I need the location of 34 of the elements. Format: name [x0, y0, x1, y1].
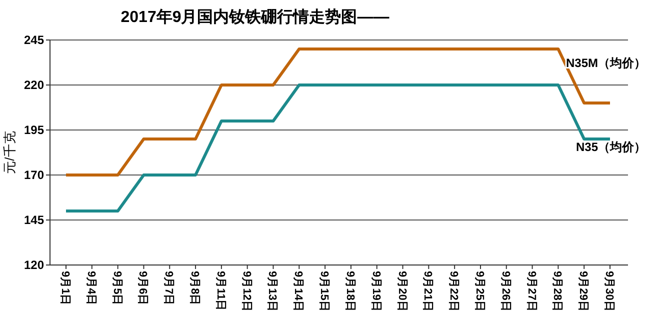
- x-tick-label: 9月22日: [448, 271, 460, 312]
- y-tick-label: 120: [24, 258, 44, 272]
- x-tick-label: 9月15日: [318, 271, 330, 312]
- x-tick-label: 9月14日: [292, 271, 304, 312]
- x-tick-label: 9月19日: [370, 271, 382, 312]
- x-tick-label: 9月11日: [214, 271, 226, 311]
- x-tick-label: 9月5日: [110, 271, 123, 306]
- x-tick-label: 9月20日: [396, 271, 408, 312]
- y-tick-label: 195: [24, 123, 44, 137]
- x-tick-label: 9月18日: [344, 271, 356, 312]
- x-tick-label: 9月26日: [499, 271, 512, 312]
- y-tick-label: 145: [24, 213, 44, 227]
- x-tick-label: 9月12日: [240, 271, 252, 312]
- chart-title: 2017年9月国内钕铁硼行情走势图——: [120, 8, 390, 26]
- x-tick-label: 9月27日: [525, 271, 538, 312]
- x-tick-label: 9月30日: [603, 271, 615, 312]
- x-tick-label: 9月8日: [188, 271, 201, 306]
- y-tick-label: 220: [24, 78, 44, 92]
- x-tick-label: 9月1日: [59, 271, 71, 306]
- x-tick-label: 9月25日: [473, 271, 486, 312]
- x-tick-label: 9月13日: [266, 271, 278, 312]
- x-tick-label: 9月4日: [84, 271, 97, 306]
- x-tick-label: 9月21日: [422, 271, 434, 312]
- line-series: [64, 48, 612, 176]
- x-tick-label: 9月29日: [577, 271, 590, 312]
- y-axis-title: 元/千克: [2, 131, 17, 174]
- series-label: N35M（均价）: [566, 56, 646, 70]
- x-tick-label: 9月6日: [136, 271, 149, 306]
- x-tick-label: 9月7日: [162, 271, 175, 306]
- series-label: N35（均价）: [576, 140, 646, 154]
- line-series: [64, 84, 612, 212]
- x-tick-label: 9月28日: [551, 271, 564, 312]
- y-tick-label: 245: [24, 33, 44, 47]
- y-tick-label: 170: [24, 168, 44, 182]
